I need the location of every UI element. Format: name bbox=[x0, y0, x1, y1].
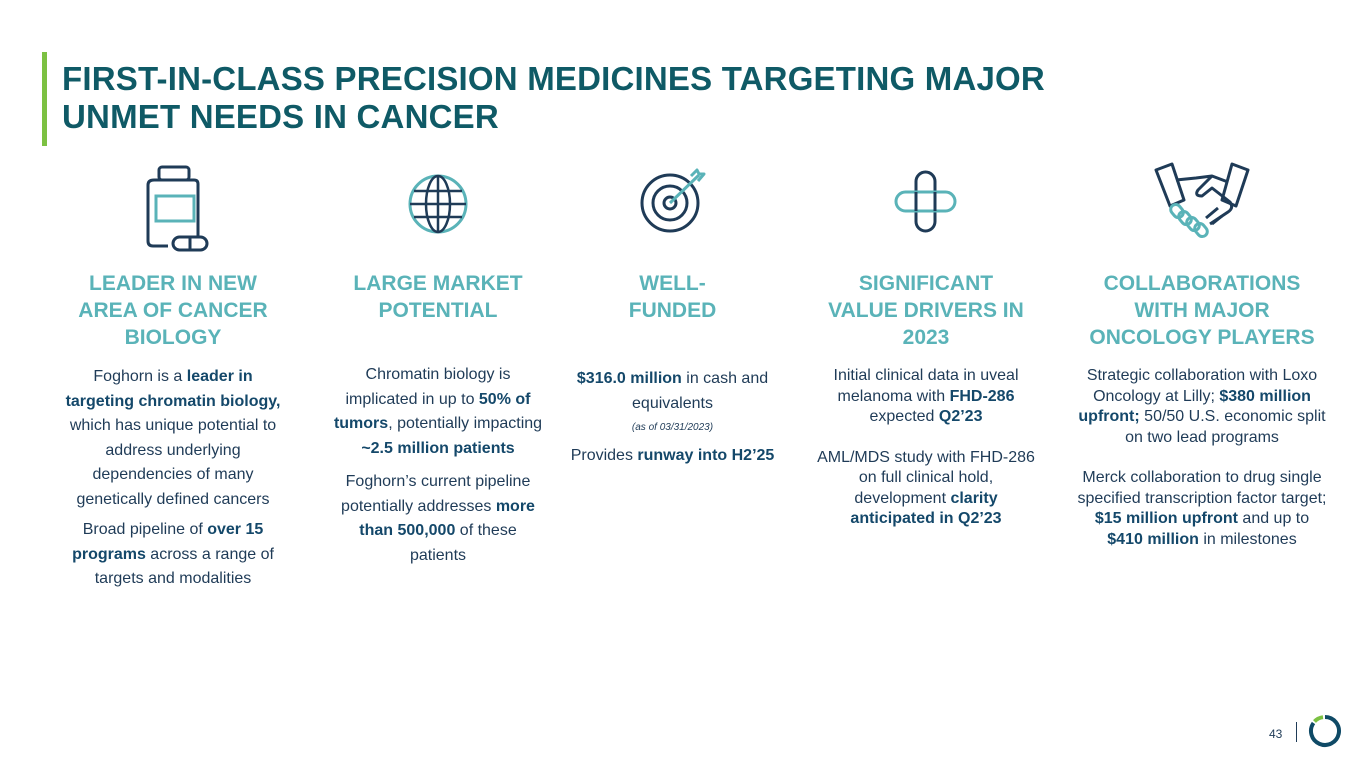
text-run: Strategic collaboration with Loxo Oncolo… bbox=[1086, 367, 1318, 405]
text-run: Foghorn’s current pipeline potentially a… bbox=[341, 473, 531, 515]
footer-divider bbox=[1296, 722, 1297, 742]
page-number: 43 bbox=[1269, 727, 1283, 741]
column-paragraph: $316.0 million in cash and equivalents bbox=[570, 366, 775, 416]
heading-line: FUNDED bbox=[628, 299, 717, 322]
text-run: of these patients bbox=[409, 522, 517, 564]
column-heading: SIGNIFICANT VALUE DRIVERS IN 2023 bbox=[815, 270, 1037, 351]
column-heading: LARGE MARKET POTENTIAL bbox=[333, 270, 543, 324]
column-collaborations: COLLABORATIONS WITH MAJOR ONCOLOGY PLAYE… bbox=[1076, 160, 1328, 550]
column-body: Strategic collaboration with Loxo Oncolo… bbox=[1076, 366, 1328, 550]
heading-line: WELL- bbox=[639, 272, 706, 295]
text-run: and up to bbox=[1237, 510, 1310, 527]
text-run: AML/MDS study with FHD-286 on full clini… bbox=[817, 448, 1035, 507]
medical-cross-icon bbox=[894, 170, 957, 233]
slide-title-line2: UNMET NEEDS IN CANCER bbox=[62, 98, 499, 135]
text-run: expected bbox=[869, 408, 939, 425]
heading-line: POTENTIAL bbox=[378, 299, 498, 322]
column-paragraph: Chromatin biology is implicated in up to… bbox=[333, 363, 543, 461]
title-accent-bar bbox=[42, 52, 47, 146]
heading-line: COLLABORATIONS bbox=[1103, 272, 1301, 295]
text-emphasis: more than 500,000 bbox=[359, 497, 535, 540]
column-paragraph: Foghorn is a leader in targeting chromat… bbox=[60, 365, 286, 512]
text-run: in milestones bbox=[1198, 530, 1297, 548]
heading-line: BIOLOGY bbox=[124, 326, 222, 349]
text-emphasis: FHD-286 bbox=[949, 387, 1015, 405]
slide-title: FIRST-IN-CLASS PRECISION MEDICINES TARGE… bbox=[62, 60, 1045, 136]
heading-line: WITH MAJOR bbox=[1134, 299, 1270, 322]
text-run: Foghorn is a bbox=[93, 368, 187, 385]
text-run: Chromatin biology is implicated in up to bbox=[345, 366, 511, 408]
text-run: Merck collaboration to drug single speci… bbox=[1077, 469, 1327, 507]
column-body: $316.0 million in cash and equivalents (… bbox=[570, 366, 775, 468]
text-emphasis: leader in targeting chromatin biology, bbox=[65, 368, 281, 410]
slide-title-line1: FIRST-IN-CLASS PRECISION MEDICINES TARGE… bbox=[62, 60, 1045, 97]
medicine-bottle-icon bbox=[146, 165, 209, 252]
column-heading: COLLABORATIONS WITH MAJOR ONCOLOGY PLAYE… bbox=[1076, 270, 1328, 351]
column-heading: LEADER IN NEW AREA OF CANCER BIOLOGY bbox=[60, 270, 286, 351]
text-emphasis: 50% of tumors bbox=[333, 390, 531, 433]
column-funding: WELL- FUNDED $316.0 million in cash and … bbox=[570, 160, 775, 468]
column-paragraph: AML/MDS study with FHD-286 on full clini… bbox=[815, 448, 1037, 530]
as-of-note: (as of 03/31/2023) bbox=[631, 422, 714, 433]
text-emphasis: $380 million upfront; bbox=[1078, 387, 1311, 426]
text-emphasis: Q2’23 bbox=[938, 408, 983, 425]
heading-line: VALUE DRIVERS IN bbox=[828, 299, 1024, 322]
handshake-icon bbox=[1154, 162, 1250, 239]
text-emphasis: runway into H2’25 bbox=[637, 447, 775, 464]
heading-line: LARGE MARKET bbox=[353, 272, 523, 295]
text-run: Broad pipeline of bbox=[82, 521, 208, 538]
target-icon bbox=[640, 168, 705, 233]
text-emphasis: over 15 programs bbox=[72, 521, 264, 563]
heading-line: ONCOLOGY PLAYERS bbox=[1089, 326, 1315, 349]
column-paragraph: Initial clinical data in uveal melanoma … bbox=[815, 366, 1037, 428]
column-body: Initial clinical data in uveal melanoma … bbox=[815, 366, 1037, 530]
column-body: Chromatin biology is implicated in up to… bbox=[333, 363, 543, 568]
globe-icon bbox=[408, 174, 468, 234]
text-run: , potentially impacting bbox=[388, 415, 543, 432]
column-paragraph: Provides runway into H2’25 bbox=[570, 443, 775, 468]
column-market: LARGE MARKET POTENTIAL Chromatin biology… bbox=[333, 160, 543, 568]
text-run: Initial clinical data in uveal melanoma … bbox=[833, 367, 1019, 405]
text-run: 50/50 U.S. economic split on two lead pr… bbox=[1125, 408, 1326, 446]
text-run: in cash and equivalents bbox=[632, 370, 769, 412]
column-value-drivers: SIGNIFICANT VALUE DRIVERS IN 2023 Initia… bbox=[815, 160, 1037, 530]
text-run: across a range of targets and modalities bbox=[94, 545, 274, 588]
foghorn-logo-icon bbox=[1309, 715, 1341, 747]
heading-line: 2023 bbox=[902, 326, 950, 349]
text-run: Provides bbox=[570, 447, 638, 464]
column-heading: WELL- FUNDED bbox=[570, 270, 775, 324]
column-paragraph: Broad pipeline of over 15 programs acros… bbox=[60, 518, 286, 592]
column-body: Foghorn is a leader in targeting chromat… bbox=[60, 365, 286, 592]
heading-line: AREA OF CANCER bbox=[78, 299, 268, 322]
heading-line: LEADER IN NEW bbox=[89, 272, 257, 295]
text-run: which has unique potential to address un… bbox=[69, 417, 277, 508]
column-paragraph: Merck collaboration to drug single speci… bbox=[1076, 468, 1328, 550]
text-emphasis: clarity anticipated in Q2’23 bbox=[850, 489, 1002, 528]
text-emphasis: $410 million bbox=[1107, 530, 1199, 548]
heading-line: SIGNIFICANT bbox=[858, 272, 994, 295]
column-leader: LEADER IN NEW AREA OF CANCER BIOLOGY Fog… bbox=[60, 160, 286, 592]
text-emphasis: ~2.5 million patients bbox=[361, 439, 515, 457]
text-emphasis: $15 million upfront bbox=[1094, 510, 1238, 527]
text-emphasis: $316.0 million bbox=[576, 370, 682, 387]
column-paragraph: Strategic collaboration with Loxo Oncolo… bbox=[1076, 366, 1328, 448]
column-paragraph: Foghorn’s current pipeline potentially a… bbox=[333, 470, 543, 568]
